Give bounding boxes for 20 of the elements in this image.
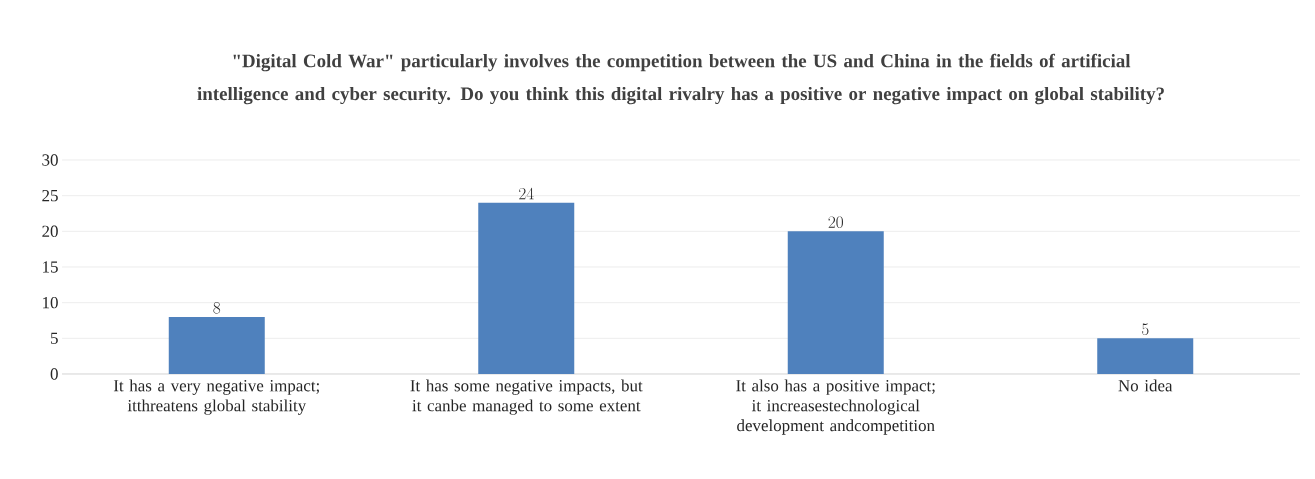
data-label: 24 [519, 187, 534, 200]
y-tick-label: 15 [43, 261, 58, 273]
y-tick-label: 20 [42, 225, 58, 238]
bar [787, 231, 884, 374]
y-tick-label: 0 [50, 368, 58, 380]
data-label: 5 [1142, 323, 1149, 336]
data-label: 20 [828, 216, 843, 229]
x-tick-label: It also has a positive impact; it increasestechnological development andcompetition [736, 379, 935, 435]
bar [168, 316, 265, 374]
y-tick-label: 30 [42, 154, 58, 166]
x-tick-label: It has some negative impacts, but it canbe managed to some extent [410, 379, 643, 415]
chart-title: "Digital Cold War" particularly involves the competition between the US and China in the fields of artificial intelligence and cyber security. Do you think this digital rivalry has a positive or negative impact on global stability? [197, 53, 1164, 105]
y-tick-label: 10 [43, 296, 58, 309]
y-tick-label: 5 [51, 332, 58, 344]
bar [478, 202, 575, 374]
x-tick-label: It has a very negative impact; itthreatens global stability [113, 379, 319, 415]
x-tick-label: No idea [1118, 379, 1173, 392]
y-tick-label: 25 [42, 189, 58, 202]
data-label: 8 [213, 302, 221, 314]
bar [1097, 338, 1194, 374]
